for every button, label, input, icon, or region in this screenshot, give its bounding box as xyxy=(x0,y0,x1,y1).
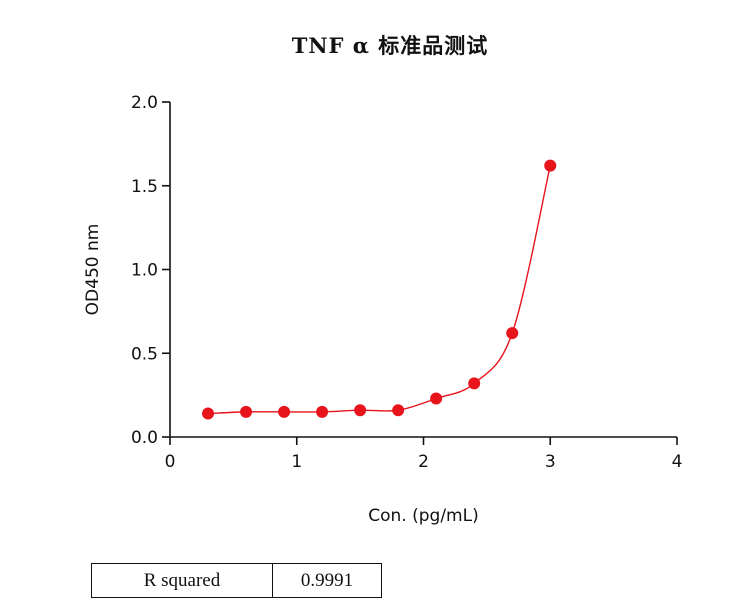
data-point xyxy=(468,377,481,390)
data-point xyxy=(202,407,215,420)
x-tick-label: 3 xyxy=(545,452,556,472)
y-tick-label: 0.5 xyxy=(131,344,158,364)
y-tick-label: 0.0 xyxy=(131,428,158,448)
r-squared-label: R squared xyxy=(92,564,273,597)
y-axis-ticks: 0.0 0.5 1.0 1.5 2.0 xyxy=(131,93,170,448)
data-point xyxy=(392,404,405,417)
data-point xyxy=(544,159,557,172)
y-tick-label: 2.0 xyxy=(131,93,158,113)
data-point xyxy=(506,327,519,340)
data-point xyxy=(278,405,291,418)
y-tick-label: 1.0 xyxy=(131,261,158,281)
chart-title: TNF α 标准品测试 xyxy=(291,33,489,58)
stats-table: R squared 0.9991 xyxy=(91,563,382,598)
data-point xyxy=(354,404,367,417)
x-tick-label: 0 xyxy=(165,452,176,472)
data-point xyxy=(430,392,443,405)
x-axis-title: Con. (pg/mL) xyxy=(368,506,478,526)
x-tick-label: 4 xyxy=(672,452,683,472)
y-tick-label: 1.5 xyxy=(131,177,158,197)
data-point xyxy=(316,405,329,418)
y-axis-title: OD450 nm xyxy=(83,224,103,316)
data-points xyxy=(202,159,557,420)
r-squared-value: 0.9991 xyxy=(300,569,354,591)
x-tick-label: 2 xyxy=(418,452,429,472)
x-tick-label: 1 xyxy=(291,452,302,472)
x-axis-ticks: 0 1 2 3 4 xyxy=(165,437,683,472)
fit-curve xyxy=(207,165,551,415)
data-point xyxy=(240,405,253,418)
axes xyxy=(169,102,677,438)
chart-plot: 0.0 0.5 1.0 1.5 2.0 0 1 2 3 4 Con. (pg/mL) OD450… xyxy=(83,93,683,526)
